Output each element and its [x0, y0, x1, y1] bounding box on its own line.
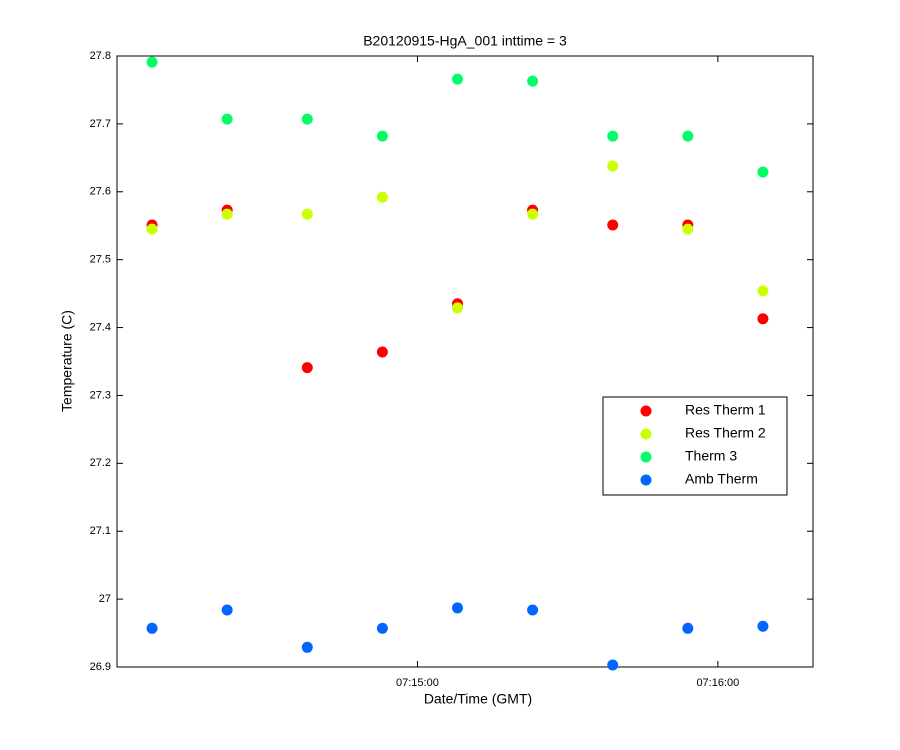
point — [527, 604, 539, 616]
legend-marker — [640, 405, 652, 417]
point — [682, 130, 694, 142]
y-tick-label: 27.7 — [90, 118, 111, 130]
point — [376, 346, 388, 358]
x-tick-label: 07:15:00 — [396, 677, 439, 689]
point — [607, 219, 619, 231]
point — [607, 659, 619, 671]
y-tick-label: 27.3 — [90, 389, 111, 401]
point — [757, 285, 769, 297]
y-tick-label: 26.9 — [90, 661, 111, 673]
point — [757, 313, 769, 325]
point — [682, 622, 694, 634]
point — [376, 130, 388, 142]
point — [376, 191, 388, 203]
legend-marker — [640, 451, 652, 463]
point — [301, 641, 313, 653]
point — [221, 604, 233, 616]
point — [376, 622, 388, 634]
plot-area — [116, 55, 814, 668]
point — [146, 223, 158, 235]
point — [607, 130, 619, 142]
legend-label: Therm 3 — [685, 448, 737, 464]
y-tick-label: 27.8 — [90, 50, 111, 62]
y-tick-label: 27.1 — [90, 525, 111, 537]
point — [451, 602, 463, 614]
point — [757, 620, 769, 632]
legend-box — [602, 396, 788, 496]
point — [607, 160, 619, 172]
point — [221, 208, 233, 220]
y-tick-label: 27.5 — [90, 254, 111, 266]
y-tick-label: 27.6 — [90, 186, 111, 198]
point — [301, 113, 313, 125]
point — [146, 622, 158, 634]
legend-label: Amb Therm — [685, 471, 758, 487]
point — [527, 208, 539, 220]
chart-title: B20120915-HgA_001 inttime = 3 — [363, 33, 567, 49]
point — [527, 75, 539, 87]
legend-marker — [640, 428, 652, 440]
point — [451, 302, 463, 314]
y-tick-label: 27.4 — [90, 321, 111, 333]
legend-label: Res Therm 2 — [685, 425, 766, 441]
y-tick-label: 27.2 — [90, 457, 111, 469]
point — [301, 208, 313, 220]
point — [451, 73, 463, 85]
y-axis-label: Temperature (C) — [59, 310, 75, 412]
point — [221, 113, 233, 125]
point — [682, 223, 694, 235]
legend-marker — [640, 474, 652, 486]
point — [757, 166, 769, 178]
point — [301, 362, 313, 374]
y-tick-label: 27 — [99, 593, 111, 605]
x-tick-label: 07:16:00 — [696, 677, 739, 689]
legend-label: Res Therm 1 — [685, 402, 766, 418]
x-axis-label: Date/Time (GMT) — [424, 691, 532, 707]
point — [146, 56, 158, 68]
